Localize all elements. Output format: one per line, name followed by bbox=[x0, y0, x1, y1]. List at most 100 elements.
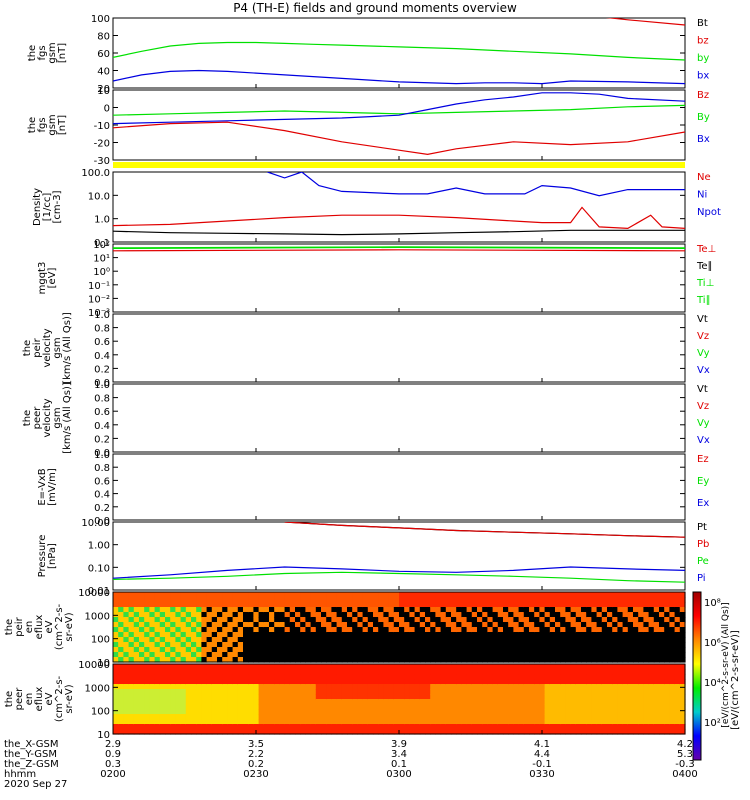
spectrogram-cell bbox=[227, 669, 234, 675]
spectrogram-cell bbox=[679, 714, 686, 720]
spectrogram-cell bbox=[466, 714, 473, 720]
spectrogram-cell bbox=[336, 617, 343, 623]
spectrogram-cell bbox=[607, 709, 613, 715]
spectrogram-cell bbox=[222, 689, 228, 695]
spectrogram-cell bbox=[596, 607, 603, 613]
spectrogram-cell bbox=[674, 719, 681, 725]
spectrogram-cell bbox=[503, 607, 509, 613]
spectrogram-cell bbox=[211, 627, 218, 633]
spectrogram-cell bbox=[201, 607, 208, 613]
spectrogram-cell bbox=[523, 729, 530, 735]
spectrogram-cell bbox=[357, 612, 364, 618]
spectrogram-cell bbox=[284, 664, 291, 670]
spectrogram-cell bbox=[279, 647, 286, 653]
spectrogram-cell bbox=[612, 642, 618, 648]
y-tick-label: 10⁰ bbox=[93, 267, 110, 278]
spectrogram-cell bbox=[601, 669, 608, 675]
spectrogram-cell bbox=[196, 709, 202, 715]
spectrogram-cell bbox=[451, 729, 457, 735]
spectrogram-cell bbox=[503, 592, 509, 598]
spectrogram-cell bbox=[555, 642, 561, 648]
spectrogram-cell bbox=[591, 709, 598, 715]
spectrogram-cell bbox=[253, 632, 260, 638]
spectrogram-cell bbox=[669, 669, 676, 675]
y-tick-label: 0.10 bbox=[88, 563, 110, 574]
spectrogram-cell bbox=[674, 674, 681, 680]
spectrogram-cell bbox=[679, 607, 686, 613]
spectrogram-cell bbox=[445, 637, 452, 643]
legend-entry: Ti∥ bbox=[696, 295, 711, 306]
spectrogram-cell bbox=[258, 597, 265, 603]
spectrogram-cell bbox=[165, 602, 171, 608]
spectrogram-cell bbox=[321, 709, 327, 715]
spectrogram-cell bbox=[404, 597, 410, 603]
spectrogram-cell bbox=[284, 592, 291, 598]
spectrogram-cell bbox=[627, 694, 634, 700]
spectrogram-cell bbox=[440, 684, 447, 690]
spectrogram-cell bbox=[601, 679, 608, 685]
spectrogram-cell bbox=[263, 664, 270, 670]
spectrogram-cell bbox=[222, 679, 228, 685]
spectrogram-cell bbox=[648, 729, 655, 735]
y-axis-label: sr-eV) bbox=[64, 684, 75, 713]
spectrogram-cell bbox=[139, 652, 145, 658]
spectrogram-cell bbox=[113, 627, 119, 633]
spectrogram-cell bbox=[430, 724, 436, 730]
spectrogram-cell bbox=[451, 719, 457, 725]
spectrogram-cell bbox=[539, 602, 546, 608]
spectrogram-cell bbox=[206, 669, 213, 675]
spectrogram-cell bbox=[362, 679, 369, 685]
spectrogram-cell bbox=[669, 719, 676, 725]
spectrogram-cell bbox=[149, 622, 156, 628]
spectrogram-cell bbox=[133, 684, 140, 690]
spectrogram-cell bbox=[279, 612, 286, 618]
y-axis-label: [nT] bbox=[57, 115, 68, 135]
spectrogram-cell bbox=[274, 617, 280, 623]
spectrogram-cell bbox=[492, 612, 499, 618]
spectrogram-cell bbox=[659, 602, 665, 608]
spectrogram-cell bbox=[643, 674, 650, 680]
spectrogram-cell bbox=[456, 684, 462, 690]
spectrogram-cell bbox=[612, 674, 618, 680]
spectrogram-cell bbox=[196, 689, 202, 695]
spectrogram-cell bbox=[159, 729, 166, 735]
spectrogram-cell bbox=[674, 602, 681, 608]
spectrogram-cell bbox=[596, 597, 603, 603]
spectrogram-cell bbox=[211, 657, 218, 663]
spectrogram-cell bbox=[258, 602, 265, 608]
spectrogram-cell bbox=[175, 679, 182, 685]
spectrogram-cell bbox=[362, 689, 369, 695]
spectrogram-cell bbox=[279, 704, 286, 710]
spectrogram-cell bbox=[461, 622, 468, 628]
spectrogram-cell bbox=[258, 664, 265, 670]
y-tick-label: 0.8 bbox=[94, 463, 110, 474]
spectrogram-cell bbox=[331, 674, 338, 680]
spectrogram-cell bbox=[154, 664, 161, 670]
spectrogram-cell bbox=[133, 607, 140, 613]
spectrogram-cell bbox=[305, 684, 312, 690]
spectrogram-cell bbox=[206, 684, 213, 690]
spectrogram-cell bbox=[404, 679, 410, 685]
spectrogram-cell bbox=[435, 719, 442, 725]
spectrogram-cell bbox=[253, 679, 260, 685]
spectrogram-cell bbox=[659, 607, 665, 613]
spectrogram-cell bbox=[139, 714, 145, 720]
spectrogram-cell bbox=[222, 709, 228, 715]
spectrogram-cell bbox=[456, 657, 462, 663]
spectrogram-cell bbox=[643, 597, 650, 603]
spectrogram-cell bbox=[544, 719, 551, 725]
spectrogram-cell bbox=[274, 704, 280, 710]
spectrogram-cell bbox=[648, 699, 655, 705]
spectrogram-cell bbox=[456, 622, 462, 628]
spectrogram-cell bbox=[440, 724, 447, 730]
spectrogram-cell bbox=[113, 674, 119, 680]
spectrogram-cell bbox=[638, 612, 644, 618]
spectrogram-cell bbox=[674, 684, 681, 690]
spectrogram-cell bbox=[196, 627, 202, 633]
y-axis-label: (cm^2-s- bbox=[54, 603, 65, 650]
spectrogram-cell bbox=[503, 724, 509, 730]
spectrogram-cell bbox=[388, 704, 395, 710]
spectrogram-cell bbox=[222, 632, 228, 638]
spectrogram-cell bbox=[196, 684, 202, 690]
spectrogram-cell bbox=[248, 612, 254, 618]
